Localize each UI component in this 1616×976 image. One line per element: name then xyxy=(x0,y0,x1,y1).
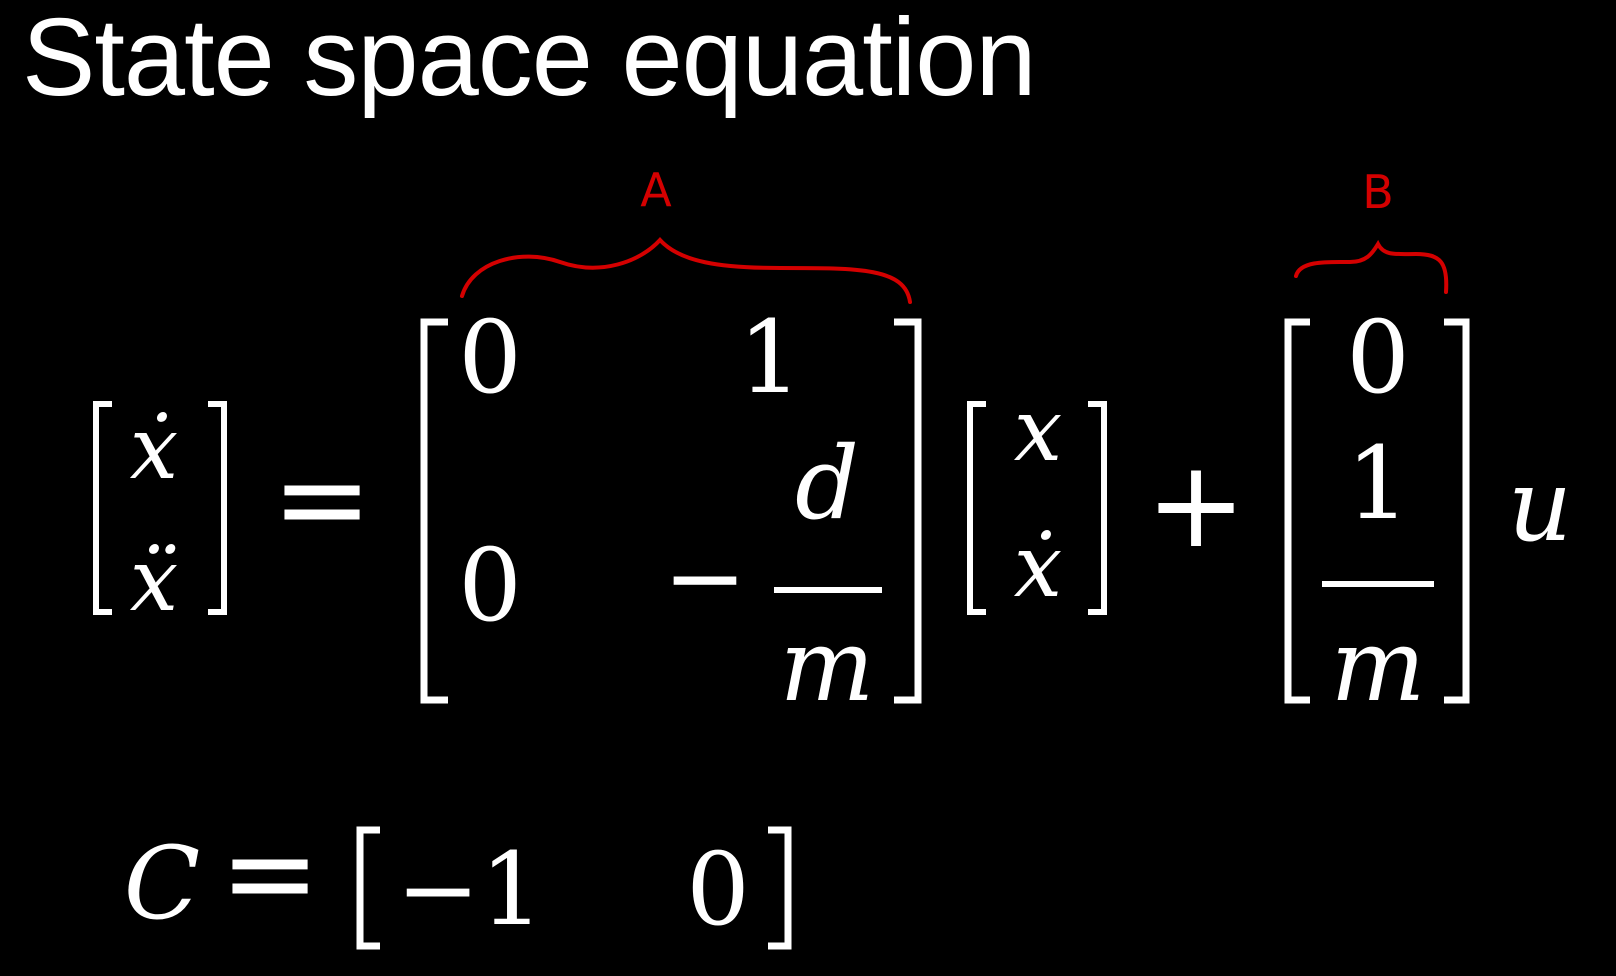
matrix-a-r1c1: 0 xyxy=(458,299,522,416)
brace-a-annotation: A xyxy=(460,163,912,304)
matrix-b-r1: 0 xyxy=(1346,299,1410,416)
lhs-vector: ẋ ẍ xyxy=(93,399,227,631)
lhs-x-ddot: ẍ xyxy=(130,531,179,631)
output-left-bracket xyxy=(356,826,380,950)
input-u: u xyxy=(1508,447,1572,564)
brace-b-annotation: B xyxy=(1294,165,1449,294)
output-right-bracket xyxy=(768,826,792,950)
state-vector: x ẋ xyxy=(967,381,1107,617)
label-a: A xyxy=(640,163,672,217)
matrix-b-r2-denominator: m xyxy=(1331,607,1426,724)
matrix-a-r2c2-sign: − xyxy=(663,519,747,636)
brace-b-icon xyxy=(1294,239,1449,294)
matrix-b-right-bracket xyxy=(1444,318,1470,704)
lhs-right-bracket xyxy=(208,401,227,615)
lhs-left-bracket xyxy=(93,401,112,615)
matrix-a-r2c1: 0 xyxy=(458,527,522,644)
state-right-bracket xyxy=(1088,401,1107,615)
equals-sign: = xyxy=(272,430,373,569)
output-equals: = xyxy=(220,804,321,943)
plus-sign: + xyxy=(1146,436,1247,575)
matrix-a-r2c2-denominator: m xyxy=(780,607,875,724)
matrix-a-r1c2: 1 xyxy=(738,299,802,416)
state-x: x xyxy=(1014,381,1063,481)
matrix-b-r2-numerator: 1 xyxy=(1346,425,1410,542)
matrix-a-left-bracket xyxy=(420,318,448,704)
state-left-bracket xyxy=(967,401,986,615)
label-b: B xyxy=(1362,165,1394,219)
output-element-1: −1 xyxy=(396,831,543,948)
matrix-b-left-bracket xyxy=(1284,318,1310,704)
lhs-x-dot: ẋ xyxy=(130,399,179,499)
matrix-a-right-bracket xyxy=(894,318,922,704)
matrix-a: 0 1 0 − d m xyxy=(420,299,922,724)
matrix-a-r2c2-numerator: d xyxy=(795,425,859,542)
state-x-dot: ẋ xyxy=(1014,517,1063,617)
output-element-2: 0 xyxy=(686,831,750,948)
brace-a-icon xyxy=(460,237,912,304)
matrix-b: 0 1 m xyxy=(1284,299,1470,724)
output-equation: C = −1 0 xyxy=(124,804,792,950)
output-c: C xyxy=(124,825,201,942)
slide-title: State space equation xyxy=(22,0,1037,119)
